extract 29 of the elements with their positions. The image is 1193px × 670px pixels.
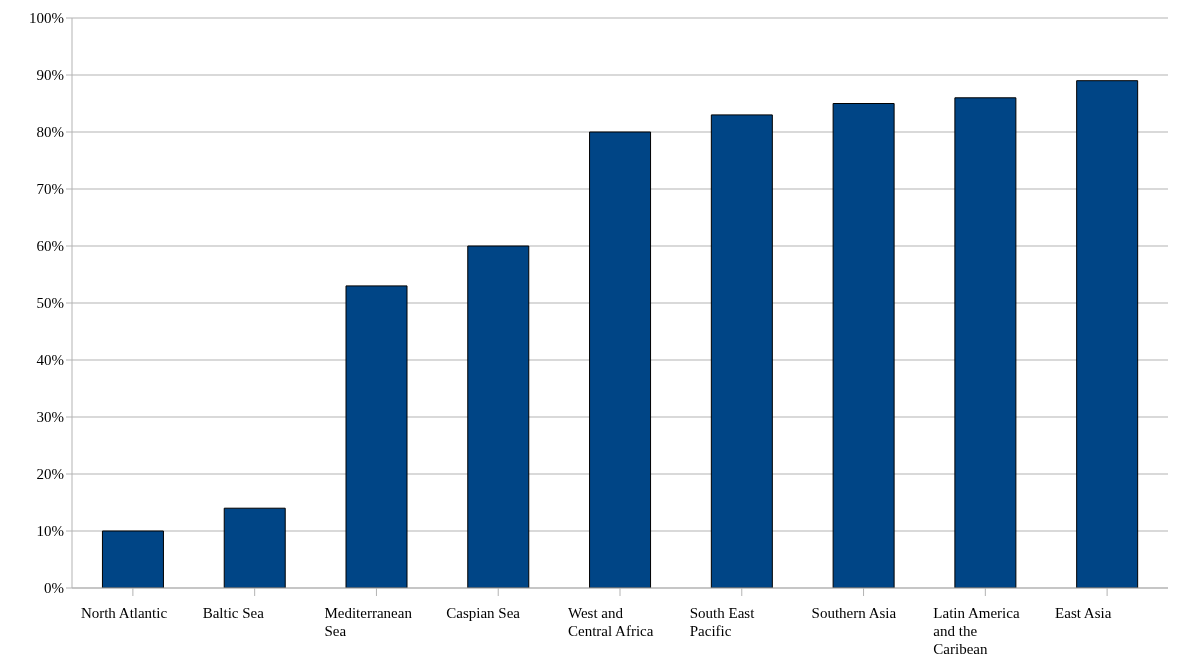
x-tick-label: Baltic Sea <box>202 605 265 621</box>
y-tick-label: 30% <box>36 409 64 426</box>
x-tick-label: Southern Asia <box>811 605 897 621</box>
x-tick-label: West and Central Africa <box>568 605 654 639</box>
bar <box>589 131 652 588</box>
y-tick-label: 50% <box>36 295 64 312</box>
bar <box>345 285 408 588</box>
bar <box>101 530 164 588</box>
y-tick-label: 100% <box>29 10 64 27</box>
bar <box>954 97 1017 588</box>
y-tick-label: 90% <box>36 67 64 84</box>
x-tick-label: Caspian Sea <box>446 605 521 621</box>
bar <box>710 114 773 588</box>
bar <box>1076 80 1139 588</box>
bar <box>223 507 286 588</box>
x-tick-label: Mediterranean Sea <box>324 605 413 639</box>
y-tick-label: 70% <box>36 181 64 198</box>
x-tick-label: East Asia <box>1055 605 1112 621</box>
x-tick-label: Latin America and the Caribean <box>933 605 1020 657</box>
y-tick-label: 20% <box>36 466 64 483</box>
y-tick-label: 0% <box>44 580 64 597</box>
x-tick-label: North Atlantic <box>80 605 168 621</box>
bar <box>467 245 530 588</box>
bar <box>832 103 895 588</box>
y-tick-label: 60% <box>36 238 64 255</box>
y-tick-label: 10% <box>36 523 64 540</box>
x-tick-label: South East Pacific <box>689 605 756 639</box>
y-tick-label: 80% <box>36 124 64 141</box>
y-tick-label: 40% <box>36 352 64 369</box>
